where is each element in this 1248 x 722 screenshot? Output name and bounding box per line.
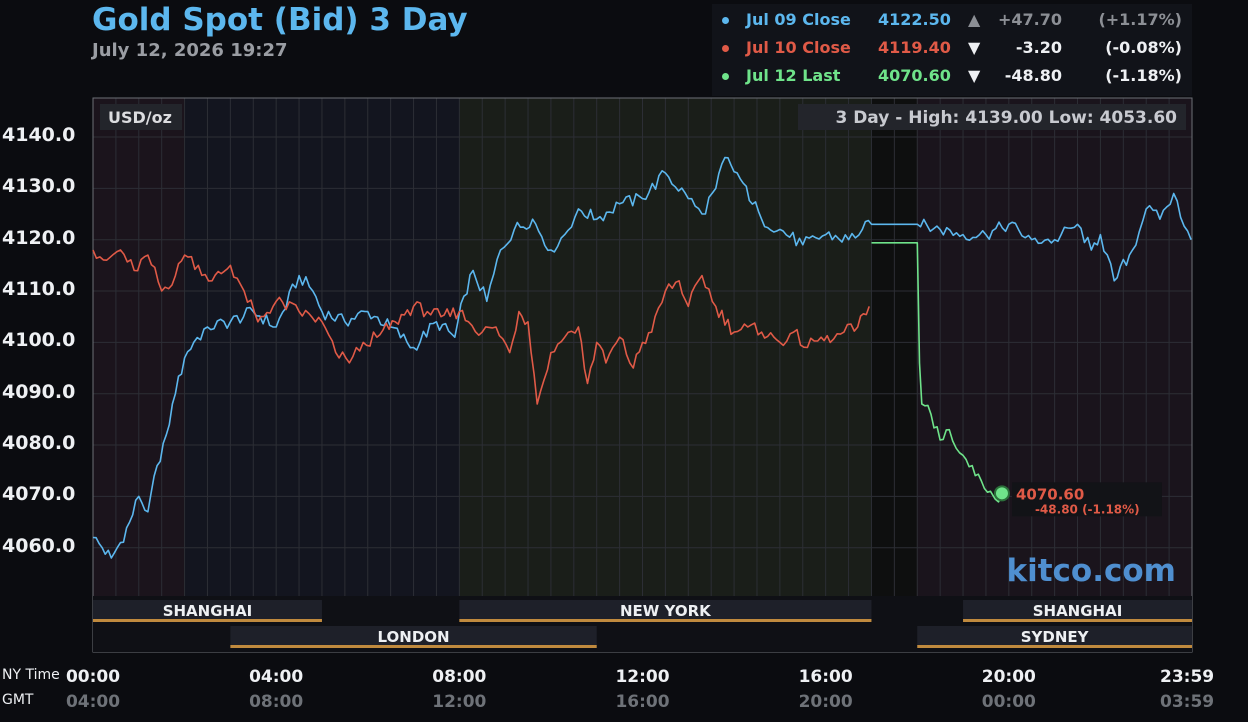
market-sydney-label: SYDNEY <box>1021 628 1090 646</box>
legend-arrow-icon: ▼ <box>968 38 981 57</box>
watermark: kitco.com <box>1007 553 1177 589</box>
legend-row: Jul 10 Close 4119.40 ▼ -3.20 (-0.08%) <box>712 34 1192 62</box>
legend-change: +47.70 <box>997 10 1062 29</box>
market-sydney: SYDNEY <box>917 626 1192 648</box>
x-tick-label-ny: 00:00 <box>65 667 121 687</box>
svg-text:3 Day - High: 4139.00 Low: 40: 3 Day - High: 4139.00 Low: 4053.60 <box>835 108 1177 128</box>
x-tick-label-gmt: 00:00 <box>981 692 1036 712</box>
market-new-york: NEW YORK <box>459 600 872 622</box>
x-tick-label-ny: 16:00 <box>798 667 853 687</box>
x-tick-label-gmt: 16:00 <box>615 692 670 712</box>
x-tick-label-ny: 20:00 <box>981 667 1036 687</box>
x-tick-label-gmt: 04:00 <box>65 692 121 712</box>
ny-time-axis-name: NY Time <box>2 667 60 683</box>
y-tick-label: 4110.0 <box>2 278 76 301</box>
legend-price: 4070.60 <box>878 66 951 85</box>
legend-dot-icon <box>722 17 729 24</box>
y-tick-label: 4080.0 <box>2 432 76 455</box>
legend-change: -48.80 <box>1004 66 1062 85</box>
legend-row: Jul 09 Close 4122.50 ▲ +47.70 (+1.17%) <box>712 6 1192 34</box>
x-tick-label-ny: 23:59 <box>1160 667 1215 687</box>
series-line-3 <box>871 242 1003 503</box>
legend-price: 4119.40 <box>878 38 951 57</box>
legend-arrow-icon: ▼ <box>968 66 981 85</box>
legend-change: -3.20 <box>1015 38 1062 57</box>
legend-dot-icon <box>722 45 729 52</box>
unit-label: USD/oz <box>100 104 182 130</box>
market-shanghai: SHANGHAI <box>93 600 322 622</box>
series-line-2 <box>92 249 870 405</box>
chart-timestamp: July 12, 2026 19:27 <box>92 40 288 61</box>
legend-label: Jul 09 Close <box>746 10 851 29</box>
legend-price: 4122.50 <box>878 10 951 29</box>
legend-dot-icon <box>722 73 729 80</box>
legend-pct: (-0.08%) <box>1105 38 1182 57</box>
market-shanghai-2: SHANGHAI <box>963 600 1192 622</box>
last-price-label: 4070.60-48.80 (-1.18%) <box>1011 482 1162 517</box>
y-tick-label: 4100.0 <box>2 329 76 352</box>
y-tick-label: 4070.0 <box>2 483 76 506</box>
x-tick-label-gmt: 08:00 <box>249 692 304 712</box>
legend-label: Jul 10 Close <box>746 38 851 57</box>
x-tick-label-ny: 04:00 <box>249 667 304 687</box>
legend: Jul 09 Close 4122.50 ▲ +47.70 (+1.17%) Jul 10… <box>712 4 1192 96</box>
market-shanghai-2-label: SHANGHAI <box>1033 602 1123 620</box>
chart-title: Gold Spot (Bid) 3 Day <box>92 2 468 38</box>
svg-text:4070.60: 4070.60 <box>1016 485 1084 503</box>
x-tick-label-gmt: 20:00 <box>798 692 853 712</box>
y-tick-label: 4120.0 <box>2 226 76 249</box>
svg-text:USD/oz: USD/oz <box>108 108 172 127</box>
y-tick-label: 4060.0 <box>2 534 76 557</box>
svg-text:-48.80 (-1.18%): -48.80 (-1.18%) <box>1035 502 1140 516</box>
market-london: LONDON <box>230 626 597 648</box>
legend-row: Jul 12 Last 4070.60 ▼ -48.80 (-1.18%) <box>712 62 1192 90</box>
legend-label: Jul 12 Last <box>746 66 841 85</box>
last-price-marker <box>993 485 1010 502</box>
x-tick-label-gmt: 12:00 <box>432 692 487 712</box>
x-tick-label-ny: 12:00 <box>615 667 670 687</box>
series-line-1 <box>92 156 1192 559</box>
high-low-label: 3 Day - High: 4139.00 Low: 4053.60 <box>798 104 1186 130</box>
legend-pct: (+1.17%) <box>1098 10 1182 29</box>
market-shanghai-label: SHANGHAI <box>163 602 253 620</box>
x-tick-label-gmt: 03:59 <box>1160 692 1215 712</box>
legend-arrow-icon: ▲ <box>968 10 981 29</box>
market-new-york-label: NEW YORK <box>620 602 712 620</box>
legend-pct: (-1.18%) <box>1105 66 1182 85</box>
x-tick-label-ny: 08:00 <box>432 667 487 687</box>
gmt-axis-name: GMT <box>2 692 34 708</box>
y-tick-label: 4090.0 <box>2 380 76 403</box>
y-tick-label: 4130.0 <box>2 175 76 198</box>
y-tick-label: 4140.0 <box>2 124 76 147</box>
market-london-label: LONDON <box>377 628 449 646</box>
